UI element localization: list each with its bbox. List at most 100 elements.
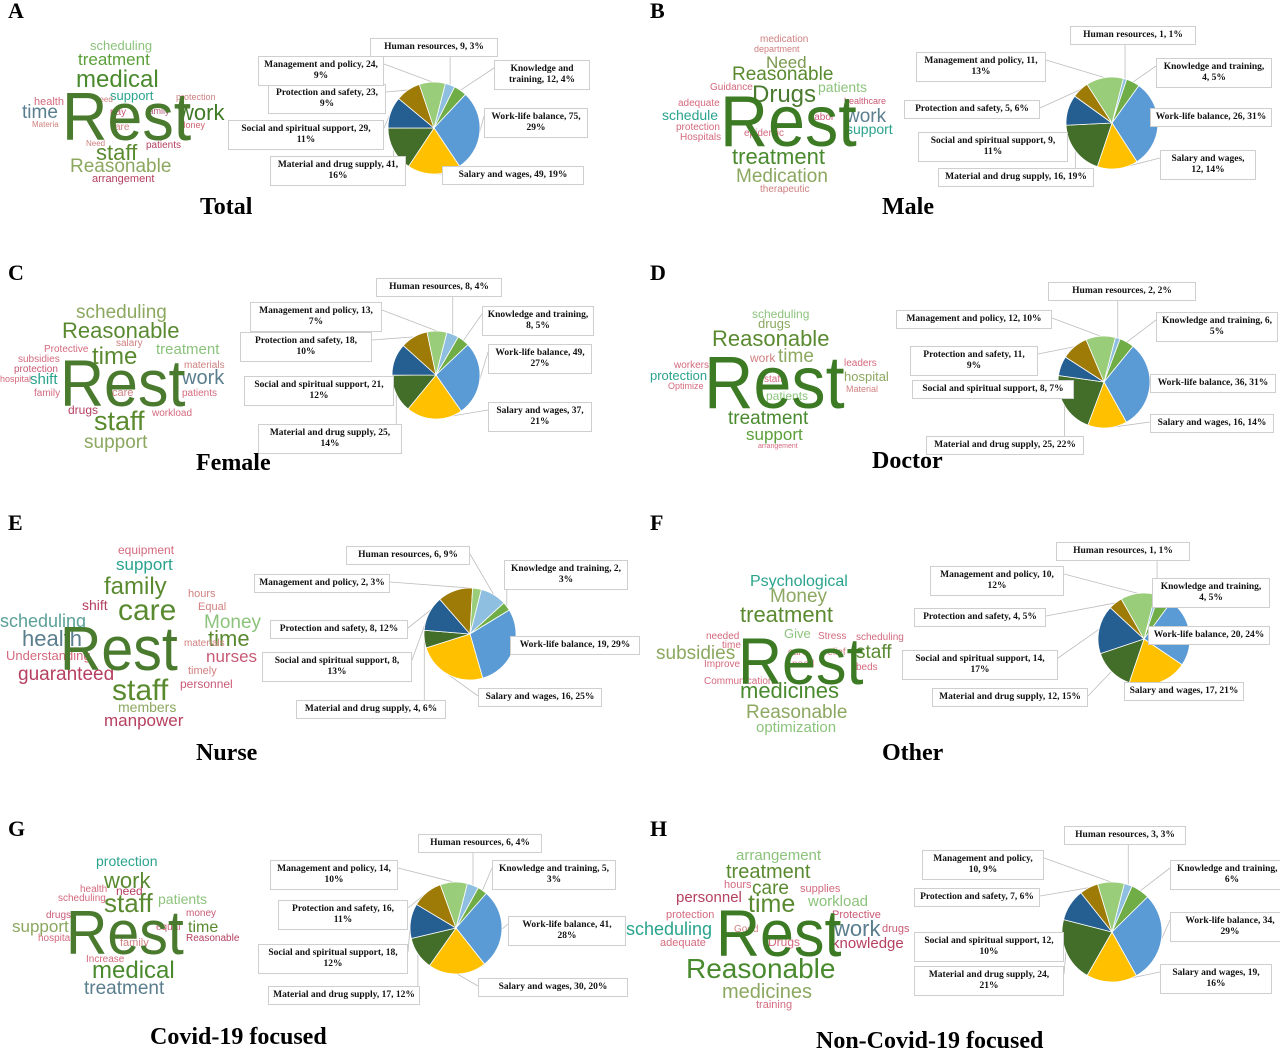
cloud-word: time [778,346,814,367]
cloud-word: care [110,122,130,133]
leader-line [1043,857,1112,883]
cloud-word: Money [204,612,262,633]
cloud-word: work [103,868,151,893]
leader-line [1039,89,1081,109]
pie-chart [389,553,517,708]
pie-slice-material-and-drug-supply [1061,919,1113,976]
panel-title: Nurse [196,740,258,766]
cloud-word: Reasonable [186,933,240,944]
cloud-word: knowledge [832,935,904,952]
pie-chart [383,46,495,175]
data-label-human-resources: Human resources, 2, 2% [1048,282,1196,301]
cloud-word: Equal [198,601,226,613]
cloud-word: healthcare [844,96,886,106]
cloud-word-rest: Rest [62,79,191,155]
panel-letter: E [8,510,23,535]
cloud-word: protection [666,909,714,921]
panel-letter: D [650,260,666,285]
cloud-word: pay [110,107,126,118]
data-label-management-and-policy: Management and policy, 11, 13% [916,52,1046,82]
pie-slice-salary-and-wages [425,633,484,681]
cloud-word: family [34,388,60,399]
data-label-work-life-balance: Work-life balance, 20, 24% [1148,626,1270,645]
data-label-human-resources: Human resources, 9, 3% [370,38,498,57]
cloud-word: timely [188,665,217,677]
data-label-human-resources: Human resources, 1, 1% [1070,26,1196,45]
data-label-social-and-spiritual-support: Social and spiritual support, 12, 10% [914,932,1064,962]
cloud-word: protection [96,853,157,869]
cloud-word: treatment [732,144,825,169]
data-label-protection-and-safety: Protection and safety, 18, 10% [240,332,372,362]
cloud-word: Materia [32,120,59,129]
cloud-word: materials [184,360,225,371]
data-label-protection-and-safety: Protection and safety, 16, 11% [278,900,408,930]
data-label-social-and-spiritual-support: Social and spiritual support, 18, 12% [258,944,408,974]
cloud-word: arrangement [758,443,798,450]
data-label-human-resources: Human resources, 8, 4% [376,278,502,297]
pie-slice-management-and-policy [439,881,468,930]
data-label-social-and-spiritual-support: Social and spiritual support, 9, 11% [918,132,1068,162]
cloud-word: adequate [678,98,720,109]
pie-slice-material-and-drug-supply [1065,122,1113,168]
data-label-protection-and-safety: Protection and safety, 5, 6% [904,100,1040,119]
cloud-word: support [110,88,154,103]
pie-chart [1039,834,1171,983]
cloud-word-rest: Rest [716,896,841,970]
panel-letter: G [8,816,26,841]
data-label-salary-and-wages: Salary and wages, 16, 14% [1150,414,1274,433]
cloud-word: workload [151,408,192,419]
cloud-word: epidemic [744,128,784,139]
cloud-word: Medication [736,166,828,187]
leader-line [1045,59,1105,78]
pie-slice-work-life-balance [1111,896,1163,977]
data-label-protection-and-safety: Protection and safety, 11, 9% [910,346,1038,376]
cloud-word: care [752,878,789,899]
cloud-word: relief [824,647,846,658]
data-label-work-life-balance: Work-life balance, 19, 29% [510,636,640,655]
panel-letter: C [8,260,24,285]
cloud-word: scheduling [0,611,86,631]
leader-line [1063,573,1138,594]
pie-slice-social-and-spiritual-support [1097,607,1145,655]
panel-title: Female [196,450,271,476]
cloud-word: support [846,121,893,137]
cloud-word: Increase [86,954,125,965]
cloud-word: patients [818,79,867,95]
data-label-management-and-policy: Management and policy, 12, 10% [896,310,1052,329]
data-label-salary-and-wages: Salary and wages, 49, 19% [442,166,584,185]
data-label-work-life-balance: Work-life balance, 75, 29% [484,108,588,138]
leader-line [397,867,454,883]
cloud-word-rest: Rest [720,82,857,162]
cloud-word: Reasonable [686,953,835,984]
data-label-work-life-balance: Work-life balance, 36, 31% [1150,374,1276,393]
cloud-word: time [208,626,250,651]
cloud-word: shift [82,597,108,613]
leader-line [371,336,415,341]
pie-slice-management-and-policy [418,81,446,130]
leader-line [460,67,495,91]
cloud-word: medicines [722,981,812,1003]
leader-line [482,867,493,891]
cloud-word: supplies [800,883,841,895]
data-label-salary-and-wages: Salary and wages, 30, 20% [478,978,628,997]
cloud-word: scheduling [90,38,152,53]
leader-line [1039,887,1089,897]
panel-letter: H [650,816,668,841]
cloud-word: staff [764,374,783,385]
data-label-management-and-policy: Management and policy, 24, 9% [258,56,384,86]
pie-slice-work-life-balance [455,892,503,965]
cloud-word: guaranteed [18,664,114,685]
data-label-human-resources: Human resources, 1, 1% [1056,542,1190,561]
cloud-word: beds [856,662,878,673]
cloud-word: training [756,999,792,1011]
leader-line [469,553,494,595]
panel-title: Total [200,194,253,220]
pie-chart [1039,34,1161,176]
data-label-management-and-policy: Management and policy, 2, 3% [254,574,390,593]
cloud-word: staff [856,642,892,663]
cloud-word: time [748,890,795,918]
cloud-word: drugs [68,403,98,417]
cloud-word: subsidies [18,354,60,365]
